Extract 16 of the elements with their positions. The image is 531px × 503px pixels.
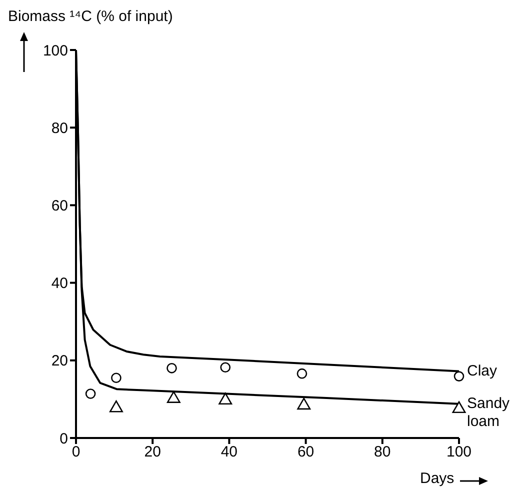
y-tick-label: 20 [51, 352, 68, 370]
x-tick-label: 40 [220, 444, 238, 461]
x-tick-label: 80 [374, 444, 391, 461]
y-tick-label: 40 [51, 275, 68, 292]
x-tick-label: 0 [72, 444, 80, 461]
y-tick-label: 100 [42, 42, 68, 60]
y-tick-label: 0 [60, 430, 68, 448]
x-axis-title: Days [420, 470, 454, 487]
x-tick-label: 100 [446, 444, 472, 461]
y-tick-label: 80 [51, 120, 68, 137]
y-axis-title: Biomass ¹⁴C (% of input) [8, 8, 173, 25]
x-tick-label: 20 [144, 444, 161, 461]
series-label: Clay [467, 362, 498, 380]
x-tick-label: 60 [297, 444, 314, 461]
y-tick-label: 60 [51, 198, 68, 215]
series-label: Sandy loam [467, 394, 510, 430]
